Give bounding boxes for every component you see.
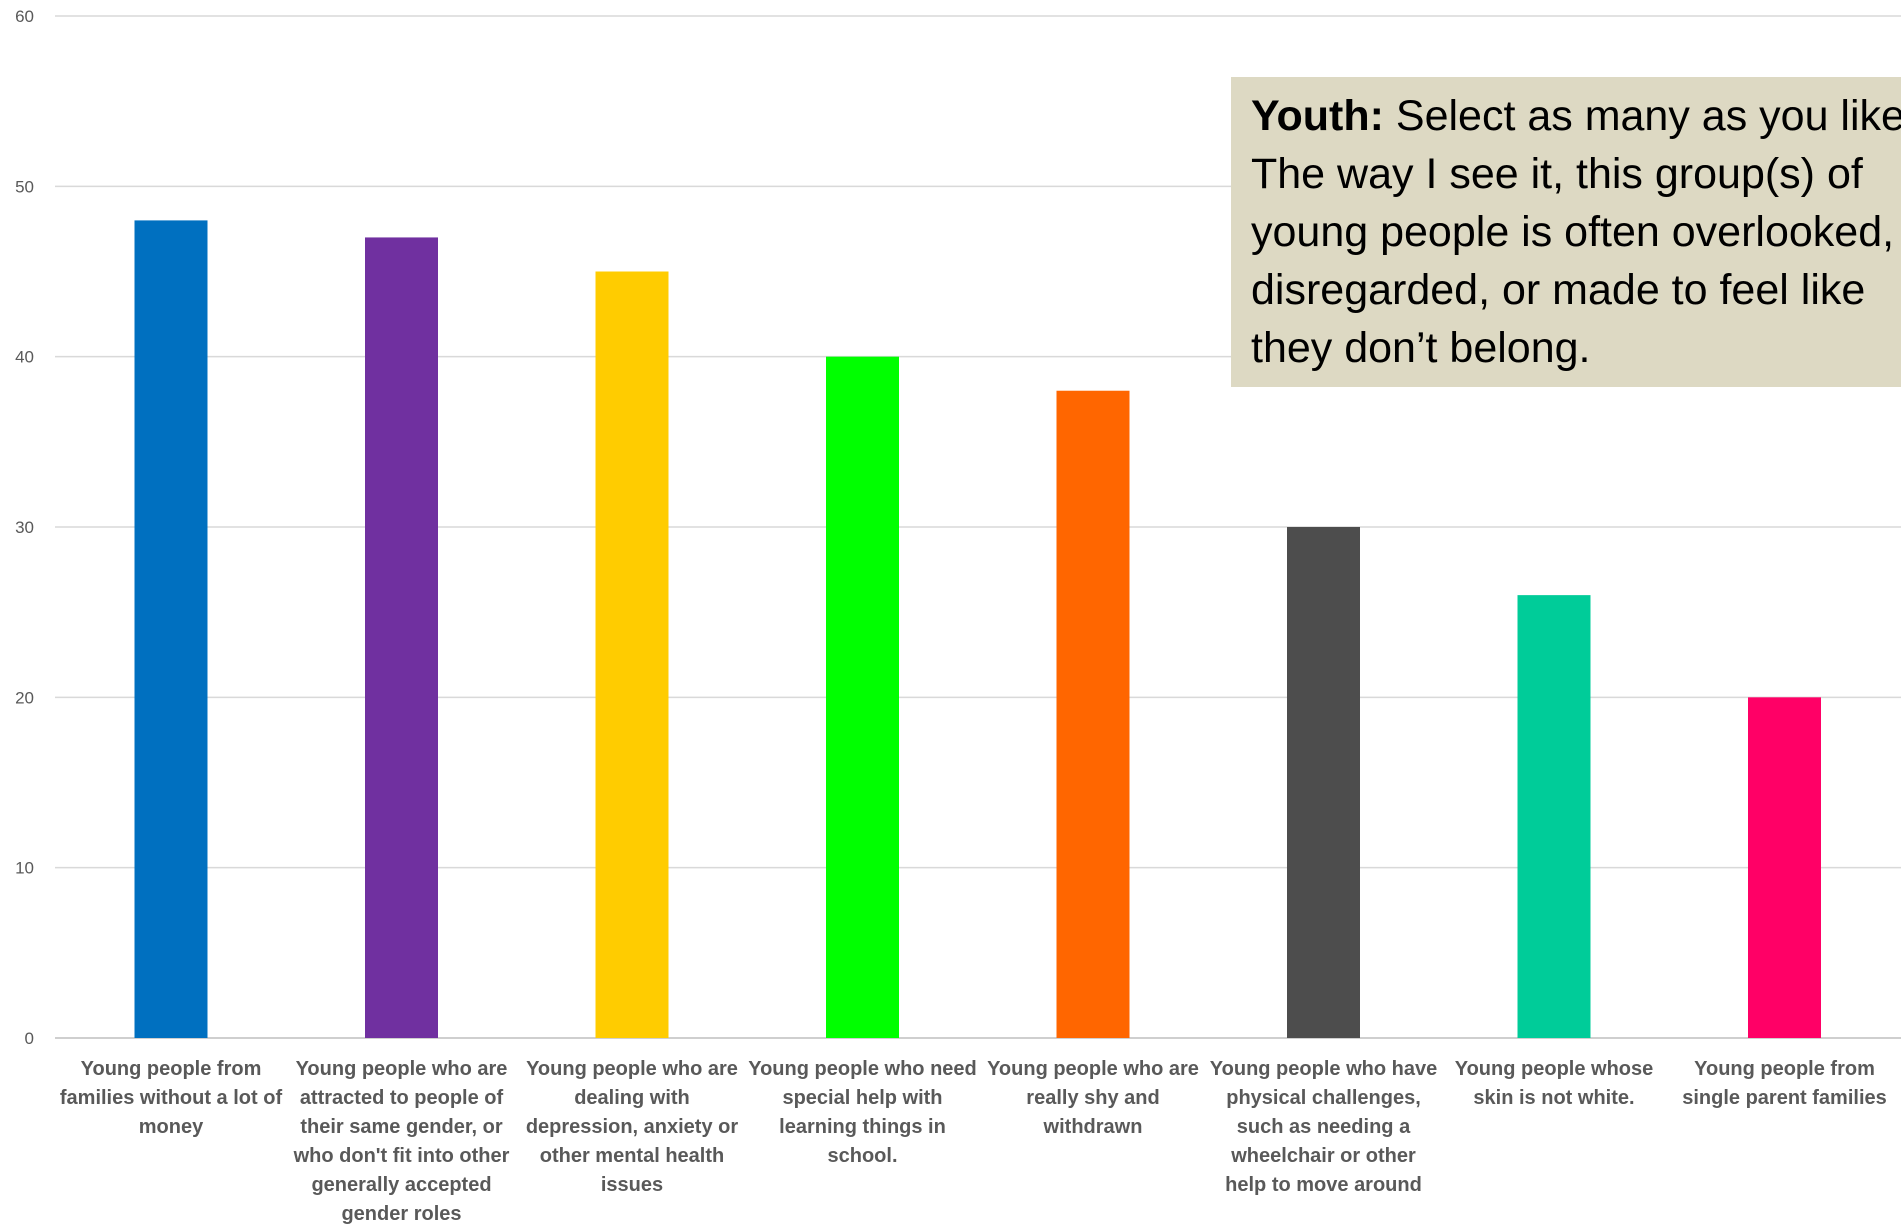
x-category-label: Young people who are attracted to people… [293,1058,510,1225]
bar [365,237,438,1038]
bar [1056,390,1130,1038]
y-tick-label: 10 [15,859,34,878]
x-category-label: Young people from single parent families [1682,1058,1887,1109]
y-axis-tick-labels: 0 10 20 30 40 50 60 [15,7,34,1048]
bar [1287,527,1360,1038]
x-category-label: Young people who have physical challenge… [1209,1058,1438,1196]
x-category-label: Young people whose skin is not white. [1454,1058,1654,1109]
y-tick-label: 20 [15,688,34,707]
bars [134,220,1821,1039]
bar [1517,595,1591,1038]
x-category-label: Young people who are dealing with depres… [525,1058,739,1196]
x-category-label: Young people who need special help with … [748,1058,977,1167]
x-category-label: Young people who are really shy and with… [987,1058,1199,1138]
bar [826,356,899,1039]
bar [1748,697,1821,1038]
bar [595,271,669,1038]
callout-heading: Youth: [1251,92,1384,140]
y-tick-label: 30 [15,518,34,537]
y-tick-label: 0 [25,1029,34,1048]
question-callout: Youth: Select as many as you like. The w… [1231,77,1901,387]
bar [134,220,208,1038]
y-tick-label: 50 [15,177,34,196]
y-tick-label: 40 [15,348,34,367]
gridlines [55,15,1901,1039]
y-tick-label: 60 [15,7,34,26]
x-category-label: Young people from families without a lot… [59,1058,283,1138]
callout-text: Select as many as you like. The way I se… [1251,92,1901,372]
